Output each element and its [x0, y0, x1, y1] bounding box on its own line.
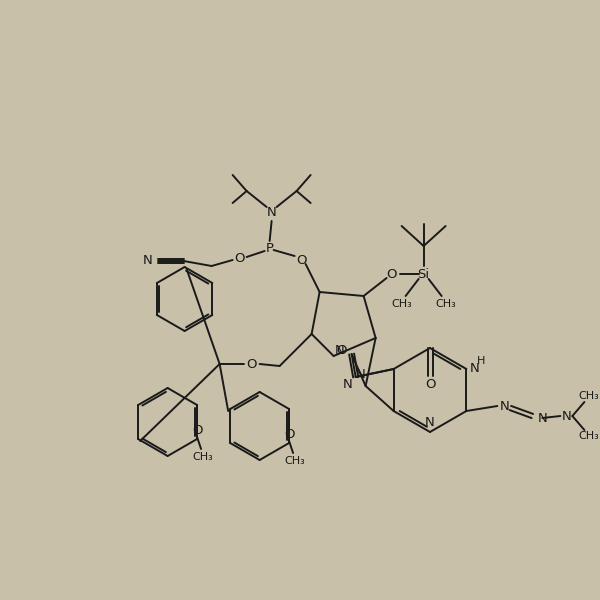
- Text: CH₃: CH₃: [578, 431, 599, 441]
- Text: Si: Si: [418, 268, 430, 280]
- Text: N: N: [469, 362, 479, 376]
- Text: O: O: [425, 379, 435, 391]
- Text: N: N: [143, 254, 152, 268]
- Text: CH₃: CH₃: [284, 456, 305, 466]
- Text: N: N: [538, 412, 547, 425]
- Text: CH₃: CH₃: [193, 452, 214, 462]
- Text: O: O: [192, 425, 202, 437]
- Text: N: N: [425, 415, 435, 428]
- Text: N: N: [499, 400, 509, 413]
- Text: N: N: [335, 344, 344, 358]
- Text: O: O: [337, 343, 347, 356]
- Text: N: N: [356, 367, 365, 380]
- Text: O: O: [296, 253, 307, 266]
- Text: N: N: [343, 379, 353, 391]
- Text: O: O: [386, 268, 397, 280]
- Text: O: O: [235, 251, 245, 265]
- Text: CH₃: CH₃: [578, 391, 599, 401]
- Text: N: N: [267, 206, 277, 220]
- Text: CH₃: CH₃: [391, 299, 412, 309]
- Text: P: P: [266, 241, 274, 254]
- Text: N: N: [562, 409, 571, 422]
- Text: O: O: [284, 428, 295, 442]
- Text: CH₃: CH₃: [435, 299, 456, 309]
- Text: O: O: [247, 358, 257, 370]
- Text: H: H: [477, 356, 485, 366]
